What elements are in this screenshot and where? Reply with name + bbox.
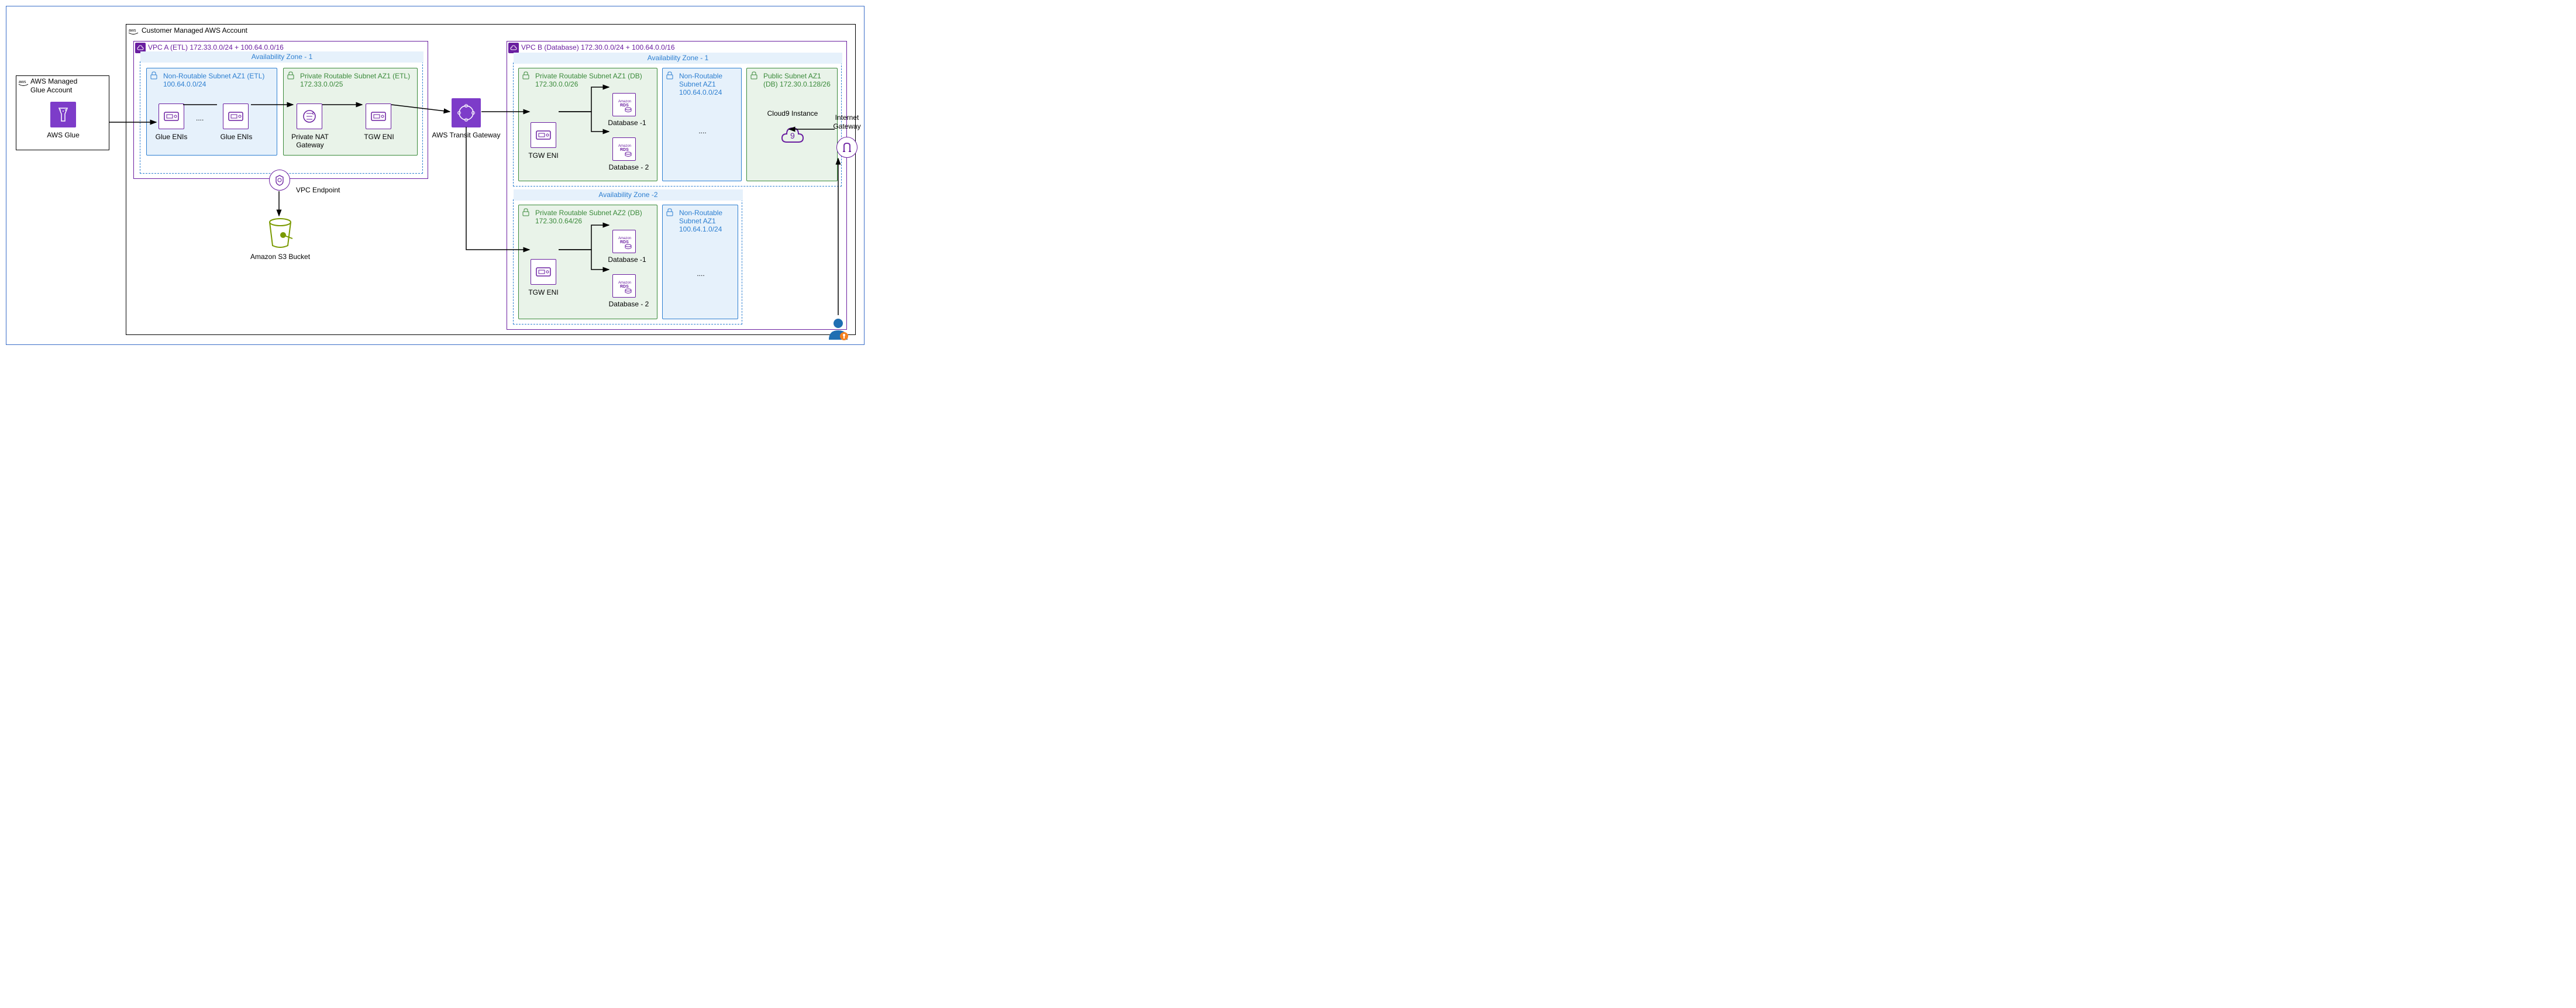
svg-text:9: 9 [790,131,795,140]
vpc-b-az2: Availability Zone -2 Private Routable Su… [513,199,742,325]
vpc-a-subnet-private: Private Routable Subnet AZ1 (ETL) 172.33… [283,68,418,156]
customer-account-title: Customer Managed AWS Account [142,26,247,35]
internet-gateway-icon [836,137,857,158]
rds-icon: AmazonRDS [612,230,636,253]
rds-icon: AmazonRDS [612,93,636,116]
aws-glue-icon [50,102,76,127]
svg-text:RDS: RDS [620,240,629,244]
vpc-a: VPC A (ETL) 172.33.0.0/24 + 100.64.0.0/1… [133,41,428,179]
user-icon [825,316,851,342]
vpc-b-az2-nonroutable: Non-Routable Subnet AZ1 100.64.1.0/24 ..… [662,205,738,319]
vpc-b-az1-public: Public Subnet AZ1 (DB) 172.30.0.128/26 C… [746,68,838,181]
cloud9-icon: 9 [779,125,807,146]
dots: .... [663,127,742,136]
svg-text:RDS: RDS [620,148,629,152]
svg-text:aws: aws [19,80,26,84]
vpc-endpoint-icon [269,170,290,191]
s3-label: Amazon S3 Bucket [236,253,324,261]
dots: .... [196,114,204,123]
subnet-title: Private Routable Subnet AZ1 (DB) 172.30.… [520,70,655,88]
eni-icon [366,103,391,129]
nat-gateway-icon [297,103,322,129]
aws-logo-icon: aws [128,26,139,37]
glue-eni-2-label: Glue ENIs [210,133,263,141]
vpc-a-title: VPC A (ETL) 172.33.0.0/24 + 100.64.0.0/1… [148,43,284,52]
tgw-eni-label: TGW ENI [519,151,568,160]
vpc-a-az1: Availability Zone - 1 Non-Routable Subne… [140,61,423,174]
vpc-b: VPC B (Database) 172.30.0.0/24 + 100.64.… [507,41,847,330]
vpc-b-az2-private: Private Routable Subnet AZ2 (DB) 172.30.… [518,205,657,319]
eni-icon [223,103,249,129]
db1-label: Database -1 [601,119,653,127]
subnet-title: Non-Routable Subnet AZ1 (ETL) 100.64.0.0… [148,70,274,88]
subnet-title: Non-Routable Subnet AZ1 100.64.0.0/24 [664,70,739,96]
svg-text:RDS: RDS [620,285,629,289]
svg-text:RDS: RDS [620,103,629,108]
vpc-b-az1-label: Availability Zone - 1 [514,53,842,64]
subnet-title: Public Subnet AZ1 (DB) 172.30.0.128/26 [748,70,835,88]
aws-glue-label: AWS Glue [16,131,110,139]
vpc-b-az1-nonroutable: Non-Routable Subnet AZ1 100.64.0.0/24 ..… [662,68,742,181]
rds-icon: AmazonRDS [612,274,636,298]
dots: .... [663,270,739,278]
vpc-b-az1-private: Private Routable Subnet AZ1 (DB) 172.30.… [518,68,657,181]
vpc-a-az1-label: Availability Zone - 1 [140,51,423,63]
glue-account-title: AWS Managed Glue Account [30,77,77,95]
subnet-title: Private Routable Subnet AZ1 (ETL) 172.33… [285,70,415,88]
db2-label: Database - 2 [601,300,657,308]
igw-label: Internet Gateway [825,113,869,131]
nat-label: Private NAT Gateway [284,133,336,149]
eni-icon [159,103,184,129]
subnet-title: Non-Routable Subnet AZ1 100.64.1.0/24 [664,206,735,233]
diagram-canvas: aws AWS Managed Glue Account AWS Glue aw… [6,6,865,345]
subnet-title: Private Routable Subnet AZ2 (DB) 172.30.… [520,206,655,225]
aws-managed-glue-account: aws AWS Managed Glue Account AWS Glue [16,75,109,150]
db1-label: Database -1 [601,256,653,264]
transit-gateway-icon [452,98,481,127]
eni-icon [531,122,556,148]
vpc-icon [508,43,519,53]
tgw-eni-label: TGW ENI [353,133,405,141]
customer-managed-account: aws Customer Managed AWS Account VPC A (… [126,24,856,335]
eni-icon [531,259,556,285]
rds-icon: AmazonRDS [612,137,636,161]
tgw-label: AWS Transit Gateway [422,131,510,139]
vpc-a-subnet-nonroutable: Non-Routable Subnet AZ1 (ETL) 100.64.0.0… [146,68,277,156]
tgw-eni-label: TGW ENI [519,288,568,296]
aws-logo-icon: aws [18,77,29,89]
vpc-b-title: VPC B (Database) 172.30.0.0/24 + 100.64.… [521,43,675,52]
svg-text:aws: aws [129,29,136,33]
glue-eni-1-label: Glue ENIs [147,133,196,141]
vpc-b-az2-label: Availability Zone -2 [514,189,743,201]
vpc-b-az1: Availability Zone - 1 Private Routable S… [513,63,842,187]
vpc-endpoint-label: VPC Endpoint [296,186,340,195]
db2-label: Database - 2 [601,163,657,171]
s3-bucket-icon [266,218,295,250]
